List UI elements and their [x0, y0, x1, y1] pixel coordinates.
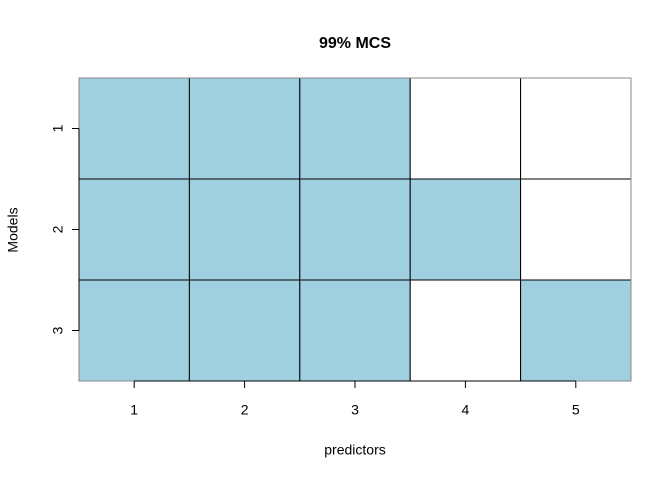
cell — [409, 77, 522, 180]
y-tick-label: 2 — [50, 225, 66, 233]
x-axis-label: predictors — [324, 442, 385, 458]
cell — [188, 77, 301, 180]
cell — [520, 77, 632, 180]
x-tick-label: 5 — [572, 402, 580, 418]
cell — [78, 77, 190, 180]
x-tick-label: 2 — [241, 402, 249, 418]
y-tick-label: 1 — [50, 124, 66, 132]
cell — [78, 279, 190, 382]
chart-title: 99% MCS — [319, 35, 391, 52]
x-tick-label: 4 — [462, 402, 470, 418]
cell — [299, 178, 411, 281]
y-axis-label: Models — [5, 207, 21, 252]
y-tick-label: 3 — [50, 326, 66, 334]
cell — [520, 279, 632, 382]
cell — [188, 279, 301, 382]
cell — [299, 77, 411, 180]
cell — [78, 178, 190, 281]
x-tick-label: 3 — [351, 402, 359, 418]
x-tick-label: 1 — [130, 402, 138, 418]
cell — [299, 279, 411, 382]
cell — [520, 178, 632, 281]
cell — [409, 279, 522, 382]
cell — [188, 178, 301, 281]
cell — [409, 178, 522, 281]
